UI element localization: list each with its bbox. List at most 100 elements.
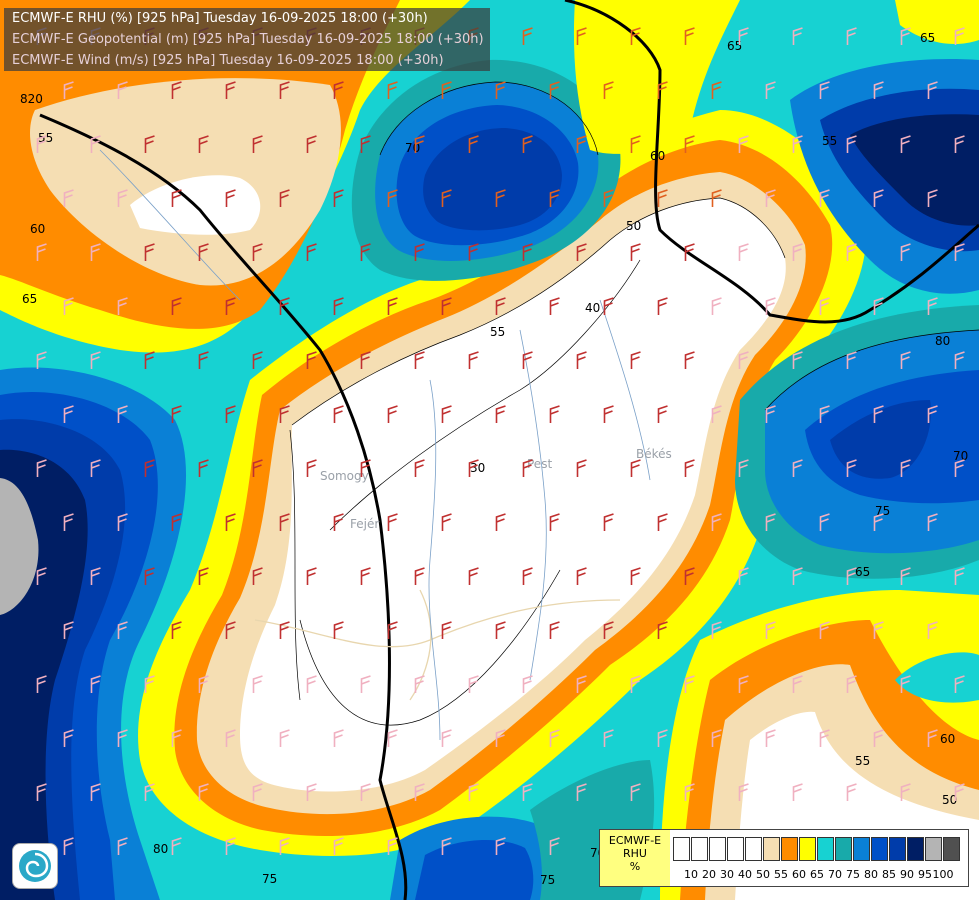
contour-label: 55: [822, 134, 837, 148]
contour-label: 40: [585, 301, 600, 315]
legend-tick-label: 70: [828, 868, 842, 881]
wind-barb-icon: [279, 621, 290, 639]
wind-barb-icon: [738, 27, 749, 45]
wind-barb-icon: [954, 459, 965, 477]
contour-label: 80: [935, 334, 950, 348]
legend-tick-label: 40: [738, 868, 752, 881]
wind-barb-icon: [900, 27, 911, 45]
wind-barb-icon: [549, 297, 560, 315]
wind-barb-icon: [549, 513, 560, 531]
wind-barb-icon: [738, 675, 749, 693]
wind-barb-icon: [819, 405, 830, 423]
wind-barb-icon: [117, 405, 128, 423]
wind-barb-icon: [306, 243, 317, 261]
wind-barb-icon: [387, 297, 398, 315]
wind-barb-icon: [522, 675, 533, 693]
wind-barb-icon: [603, 189, 614, 207]
wind-barb-icon: [333, 297, 344, 315]
rhu-band-ne-top-yellow: [895, 0, 979, 45]
contour-label: 70: [953, 449, 968, 463]
wind-barb-icon: [900, 567, 911, 585]
legend-tick-label: 50: [756, 868, 770, 881]
wind-barb-icon: [387, 621, 398, 639]
wind-barb-icon: [36, 351, 47, 369]
rhu-band-central-white: [240, 198, 786, 792]
wind-barb-icon: [873, 621, 884, 639]
wind-barb-icon: [90, 135, 101, 153]
legend-title-var: RHU: [623, 847, 647, 860]
wind-barb-icon: [225, 729, 236, 747]
wind-barb-icon: [630, 675, 641, 693]
rhu-band-west-grey: [0, 478, 39, 615]
wind-barb-icon: [441, 405, 452, 423]
wind-barb-icon: [549, 189, 560, 207]
wind-barb-icon: [495, 405, 506, 423]
contour-label: 50: [942, 793, 957, 807]
wind-barb-icon: [63, 81, 74, 99]
wind-barb-icon: [657, 405, 668, 423]
wind-barb-icon: [387, 837, 398, 855]
wind-barb-icon: [846, 459, 857, 477]
wind-barb-icon: [576, 459, 587, 477]
wind-barb-icon: [387, 513, 398, 531]
wind-barb-icon: [873, 297, 884, 315]
rhu-band-south-85: [415, 839, 534, 900]
wind-barb-icon: [630, 243, 641, 261]
wind-barb-icon: [846, 675, 857, 693]
wind-barb-icon: [414, 783, 425, 801]
wind-barb-icon: [279, 513, 290, 531]
colorbar-legend: ECMWF-E RHU % 10 20 30 40 50 55 60 65 70 75 80 85 90…: [599, 829, 969, 887]
contour-label-group: 820 55 60 65 70 65 65 60 55 50 40 55 30 80 70 75 65 60 55 5…: [20, 31, 968, 887]
contour-label: 820: [20, 92, 43, 106]
wind-barb-icon: [900, 351, 911, 369]
wind-barb-icon: [873, 189, 884, 207]
wind-barb-icon: [117, 81, 128, 99]
wind-barb-icon: [252, 567, 263, 585]
title-box: ECMWF-E RHU (%) [925 hPa] Tuesday 16-09-…: [4, 8, 490, 71]
rhu-band-ne-95: [850, 114, 979, 226]
wind-barb-icon: [576, 243, 587, 261]
wind-barb-icon: [387, 189, 398, 207]
wind-barb-icon: [765, 189, 776, 207]
wind-barb-icon: [333, 837, 344, 855]
wind-barb-icon: [252, 351, 263, 369]
rhu-band-north-90: [423, 128, 562, 231]
wind-barb-icon: [576, 135, 587, 153]
wind-barb-icon: [603, 405, 614, 423]
place-label: Békés: [636, 447, 672, 461]
title-rhu: ECMWF-E RHU (%) [925 hPa] Tuesday 16-09-…: [12, 11, 428, 26]
wind-barb-icon: [90, 243, 101, 261]
wind-barb-icon: [360, 243, 371, 261]
contour-label: 55: [38, 131, 53, 145]
wind-barb-icon: [765, 81, 776, 99]
wind-barb-icon: [873, 81, 884, 99]
wind-barb-icon: [117, 189, 128, 207]
wind-barb-icon: [279, 189, 290, 207]
wind-barb-icon: [306, 459, 317, 477]
wind-barb-icon: [846, 135, 857, 153]
wind-barb-icon: [711, 405, 722, 423]
wind-barb-icon: [900, 783, 911, 801]
rhu-band-ne-yellow: [573, 0, 740, 154]
wind-barb-icon: [819, 297, 830, 315]
wind-barb-icon: [306, 135, 317, 153]
legend-swatch: [781, 837, 798, 861]
wind-barb-icon: [792, 351, 803, 369]
place-label: Somogy: [320, 469, 369, 483]
wind-barb-icon: [387, 729, 398, 747]
wind-barb-icon: [603, 297, 614, 315]
legend-tick-label: 10: [684, 868, 698, 881]
wind-barb-icon: [63, 621, 74, 639]
wind-barb-icon: [63, 297, 74, 315]
wind-barb-icon: [603, 729, 614, 747]
wind-barb-icon: [522, 783, 533, 801]
wind-barb-icon: [387, 81, 398, 99]
wind-barb-icon: [657, 513, 668, 531]
wind-barb-icon: [144, 675, 155, 693]
wind-barb-icon: [576, 567, 587, 585]
wind-barb-icon: [657, 621, 668, 639]
wind-barb-icon: [549, 621, 560, 639]
wind-barb-icon: [954, 135, 965, 153]
wind-barb-icon: [468, 783, 479, 801]
